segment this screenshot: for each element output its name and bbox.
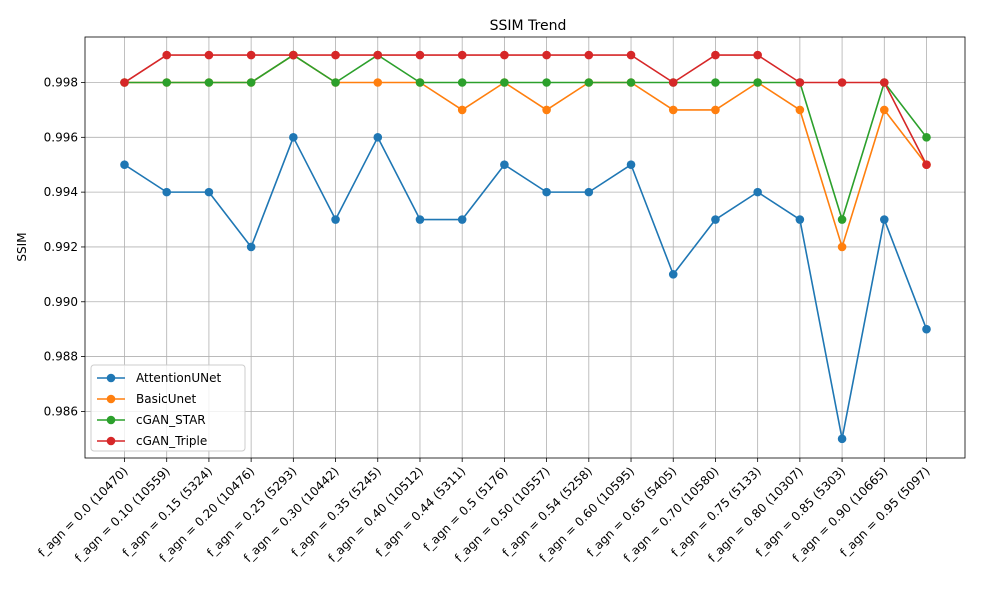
data-point — [837, 434, 847, 444]
data-point — [795, 105, 805, 115]
data-point — [373, 133, 383, 142]
y-axis-title: SSIM — [15, 232, 29, 261]
data-point — [922, 133, 931, 142]
data-point — [795, 215, 805, 224]
data-point — [289, 133, 298, 142]
data-point — [922, 324, 931, 334]
data-point — [795, 78, 805, 87]
data-point — [331, 50, 340, 60]
plot-frame — [84, 36, 966, 459]
y-tick-label: 0.996 — [44, 130, 78, 144]
legend-entry: cGAN_Triple — [97, 434, 207, 448]
data-point — [204, 78, 214, 87]
data-point — [584, 50, 594, 60]
legend-swatch-marker — [106, 415, 116, 425]
y-tick-label: 0.988 — [44, 350, 78, 364]
data-point — [162, 50, 172, 60]
y-tick-label: 0.998 — [44, 75, 78, 89]
series-line — [124, 54, 928, 221]
data-point — [204, 50, 214, 60]
data-point — [879, 105, 889, 115]
legend: AttentionUNet BasicUnet cGAN_STAR cGAN_Trip… — [90, 364, 246, 452]
data-point — [204, 187, 214, 197]
data-point — [120, 78, 129, 87]
legend-entry: AttentionUNet — [97, 371, 222, 385]
data-point — [626, 78, 636, 87]
data-point — [542, 78, 551, 87]
series-layer — [120, 50, 931, 444]
data-point — [879, 215, 889, 224]
data-point — [331, 215, 340, 224]
y-tick-label: 0.986 — [44, 404, 78, 418]
data-point — [415, 215, 425, 224]
data-point — [626, 160, 636, 170]
data-point — [373, 50, 383, 60]
legend-swatch-marker — [106, 436, 116, 446]
data-point — [711, 78, 720, 87]
legend-label: BasicUnet — [136, 392, 197, 406]
series-AttentionUNet — [120, 133, 931, 444]
data-point — [837, 215, 847, 224]
legend-entry: BasicUnet — [97, 392, 197, 406]
data-point — [500, 160, 509, 170]
y-tick-label: 0.990 — [44, 295, 78, 309]
data-point — [246, 78, 256, 87]
data-point — [626, 50, 636, 60]
data-point — [457, 78, 467, 87]
data-point — [711, 50, 720, 60]
series-cGAN_STAR — [120, 50, 931, 224]
series-cGAN_Triple — [120, 50, 931, 170]
data-point — [246, 242, 256, 252]
data-point — [162, 78, 172, 87]
data-point — [711, 105, 720, 115]
data-point — [120, 160, 129, 170]
data-point — [837, 242, 847, 252]
data-point — [500, 50, 509, 60]
data-point — [246, 50, 256, 60]
data-point — [415, 50, 425, 60]
data-point — [837, 78, 847, 87]
data-point — [289, 50, 298, 60]
data-point — [753, 78, 762, 87]
data-point — [584, 78, 594, 87]
data-point — [331, 78, 340, 87]
data-point — [668, 78, 678, 87]
data-point — [457, 50, 467, 60]
series-line — [124, 54, 928, 166]
data-point — [879, 78, 889, 87]
series-line — [124, 136, 928, 440]
data-point — [542, 105, 551, 115]
data-point — [415, 78, 425, 87]
data-point — [162, 187, 172, 197]
y-tick-label: 0.994 — [44, 185, 78, 199]
legend-label: cGAN_STAR — [136, 413, 206, 427]
legend-swatch-marker — [106, 373, 116, 383]
chart-title: SSIM Trend — [490, 18, 567, 34]
data-point — [542, 187, 551, 197]
y-axis: 0.986 0.988 0.990 0.992 0.994 0.996 0.998 — [44, 75, 85, 418]
data-point — [922, 160, 931, 170]
data-point — [711, 215, 720, 224]
data-point — [753, 187, 762, 197]
data-point — [373, 78, 383, 87]
y-tick-label: 0.992 — [44, 240, 78, 254]
legend-box — [90, 364, 246, 452]
data-point — [668, 270, 678, 279]
data-point — [542, 50, 551, 60]
data-point — [584, 187, 594, 197]
data-point — [457, 215, 467, 224]
legend-swatch-marker — [106, 394, 116, 404]
legend-label: AttentionUNet — [136, 371, 222, 385]
data-point — [500, 78, 509, 87]
legend-label: cGAN_Triple — [136, 434, 207, 448]
legend-entry: cGAN_STAR — [97, 413, 206, 427]
data-point — [753, 50, 762, 60]
data-point — [457, 105, 467, 115]
data-point — [668, 105, 678, 115]
